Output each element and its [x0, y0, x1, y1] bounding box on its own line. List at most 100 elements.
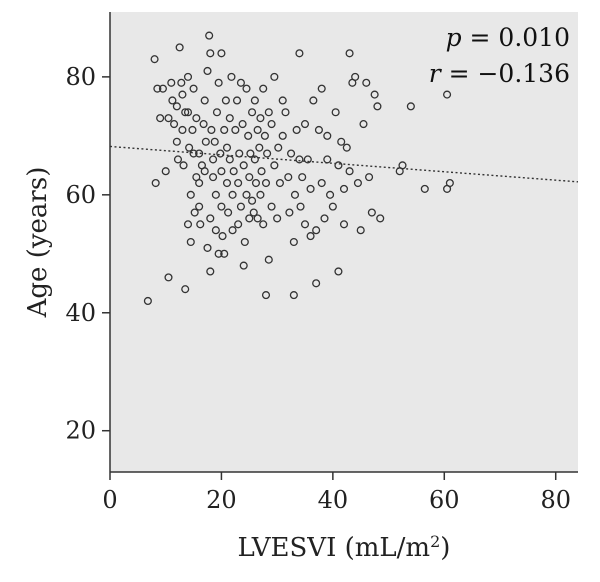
data-point [209, 155, 218, 164]
data-point [220, 249, 229, 258]
data-point [359, 120, 368, 129]
data-point [228, 190, 237, 199]
data-point [225, 114, 234, 123]
data-point [370, 90, 379, 99]
y-axis-ticks: 20 40 60 80 [65, 63, 110, 445]
data-point [250, 155, 259, 164]
data-point [255, 143, 264, 152]
data-point [151, 178, 160, 188]
data-point [207, 125, 216, 134]
data-point [367, 208, 376, 217]
data-point [220, 125, 229, 134]
data-point [345, 49, 354, 58]
data-point [259, 220, 268, 229]
data-point [312, 226, 321, 235]
data-point [218, 232, 227, 241]
data-point [170, 120, 179, 129]
x-tick-label: 80 [540, 486, 571, 514]
data-point [177, 78, 186, 87]
data-point [334, 267, 343, 276]
data-point [259, 84, 268, 93]
p-value-annotation: p = 0.010 [446, 23, 570, 52]
data-point [306, 184, 315, 193]
r-value-annotation: r = −0.136 [429, 59, 570, 88]
data-point [216, 149, 225, 158]
data-point [334, 161, 343, 170]
data-point [443, 90, 452, 99]
data-point [206, 214, 215, 223]
data-point [240, 237, 249, 247]
data-point [231, 125, 240, 134]
data-point [292, 125, 301, 134]
data-point [253, 125, 262, 134]
data-point [317, 178, 326, 188]
data-point [244, 131, 253, 140]
data-point [256, 190, 265, 199]
data-point [156, 114, 165, 123]
y-tick-label: 20 [65, 417, 96, 445]
data-point [303, 155, 312, 164]
x-tick-label: 0 [102, 486, 117, 514]
data-point [181, 285, 190, 294]
data-point [235, 149, 244, 158]
data-point [200, 96, 209, 105]
data-point [183, 108, 193, 117]
data-point [261, 178, 271, 188]
data-point [199, 120, 208, 129]
data-point [289, 237, 298, 247]
data-point [285, 208, 294, 217]
data-point [328, 202, 337, 211]
data-point [164, 114, 173, 123]
data-point [248, 108, 257, 117]
data-point [150, 55, 159, 64]
data-point [172, 137, 181, 146]
data-point [278, 131, 287, 140]
data-point [227, 72, 236, 81]
data-point [356, 226, 365, 235]
data-point [185, 143, 194, 152]
data-point [298, 173, 307, 182]
y-axis-title: Age (years) [23, 167, 53, 319]
data-point [181, 108, 190, 117]
y-tick-label: 40 [65, 299, 96, 327]
data-point [406, 102, 415, 111]
data-point [175, 43, 184, 52]
data-point [245, 214, 254, 223]
data-point [278, 96, 287, 105]
data-point [274, 143, 283, 152]
data-point [284, 173, 293, 182]
data-point [239, 261, 248, 270]
data-point [253, 214, 262, 223]
data-point [161, 167, 170, 176]
data-point [195, 178, 204, 188]
data-point [256, 114, 265, 123]
data-point [317, 84, 326, 93]
data-point [345, 167, 354, 176]
data-point [217, 49, 226, 58]
data-point [172, 102, 181, 111]
data-point [206, 267, 215, 276]
data-point [251, 178, 261, 188]
data-point [229, 167, 238, 176]
data-point [167, 78, 176, 87]
data-point [445, 178, 454, 188]
data-point [158, 84, 167, 93]
data-point [236, 78, 245, 87]
y-tick-label: 60 [65, 181, 96, 209]
data-point [188, 125, 197, 134]
data-point [339, 220, 349, 229]
data-point [353, 178, 362, 188]
data-point [234, 178, 243, 188]
data-point [323, 131, 332, 140]
data-point [173, 155, 183, 164]
trend-line [109, 145, 579, 183]
data-point [206, 49, 215, 58]
x-tick-label: 40 [318, 486, 349, 514]
data-point [314, 125, 323, 134]
data-point [214, 78, 223, 87]
data-point [373, 102, 382, 111]
data-point [183, 72, 193, 81]
data-point [217, 202, 226, 211]
data-point [205, 31, 214, 40]
data-point [153, 84, 162, 93]
